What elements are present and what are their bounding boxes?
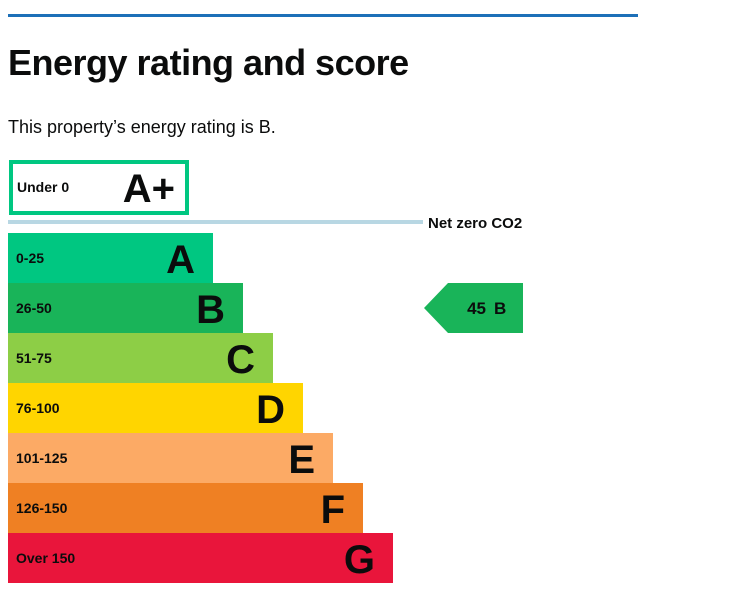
band-b-bar (8, 283, 243, 333)
band-d-range: 76-100 (16, 400, 60, 416)
band-c-range: 51-75 (16, 350, 52, 366)
page-title: Energy rating and score (8, 42, 409, 83)
current-rating-arrow (424, 283, 523, 333)
current-rating-letter: B (494, 299, 506, 318)
band-f-bar (8, 483, 363, 533)
band-c-letter: C (226, 338, 255, 382)
band-a-plus-range: Under 0 (17, 179, 69, 195)
net-zero-label: Net zero CO2 (428, 215, 522, 232)
band-a-letter: A (166, 238, 195, 282)
band-f-letter: F (321, 488, 345, 532)
band-b-letter: B (196, 288, 225, 332)
band-a-bar (8, 233, 213, 283)
band-g-range: Over 150 (16, 550, 75, 566)
band-e-letter: E (288, 438, 315, 482)
band-g-letter: G (344, 538, 375, 582)
band-d-letter: D (256, 388, 285, 432)
band-e-bar (8, 433, 333, 483)
current-rating-score: 45 (467, 299, 486, 318)
top-rule (8, 14, 638, 17)
band-e-range: 101-125 (16, 450, 68, 466)
band-a-plus-letter: A+ (123, 167, 175, 211)
band-d-bar (8, 383, 303, 433)
rating-summary: This property’s energy rating is B. (8, 117, 276, 137)
band-a-plus-box (9, 160, 189, 215)
band-f-range: 126-150 (16, 500, 68, 516)
band-a-range: 0-25 (16, 250, 44, 266)
band-c-bar (8, 333, 273, 383)
band-b-range: 26-50 (16, 300, 52, 316)
band-g-bar (8, 533, 393, 583)
net-zero-line (8, 220, 423, 224)
